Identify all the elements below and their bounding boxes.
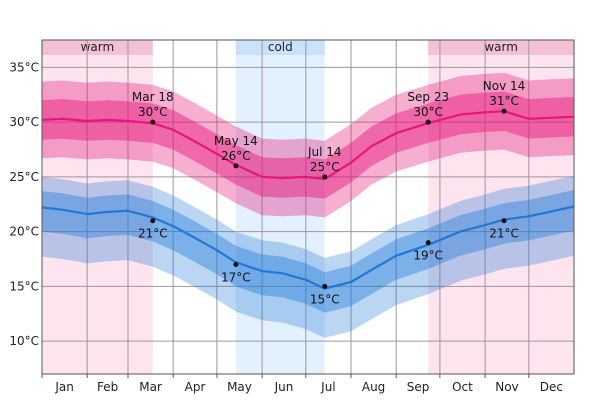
grid-lines xyxy=(42,40,574,374)
season-label: cold xyxy=(268,40,293,54)
x-tick-label: Jan xyxy=(54,380,74,394)
season-label: warm xyxy=(484,40,518,54)
plot-frame xyxy=(41,39,575,375)
series-line-high xyxy=(41,110,575,181)
annotation-point xyxy=(501,108,507,114)
x-tick-label: Feb xyxy=(97,380,118,394)
annotation-date-label: Mar 18 xyxy=(132,90,174,104)
annotation-date-label: Jul 14 xyxy=(307,145,342,159)
annotation-point xyxy=(322,283,328,289)
x-tick-label: Nov xyxy=(495,380,518,394)
series-line-low xyxy=(41,205,575,290)
annotation-point xyxy=(425,119,431,125)
season-label: warm xyxy=(81,40,115,54)
annotation-points xyxy=(150,108,507,289)
annotation-value-label: 21°C xyxy=(489,227,519,241)
annotation-point xyxy=(150,119,156,125)
y-tick-label: 15°C xyxy=(9,279,39,293)
y-axis: 10°C 15°C 20°C 25°C 30°C 35°C xyxy=(9,60,39,348)
annotation-date-label: Nov 14 xyxy=(483,79,526,93)
x-tick-label: Aug xyxy=(362,380,385,394)
y-tick-label: 35°C xyxy=(9,60,39,74)
band-high-0 xyxy=(42,72,574,218)
season-backgrounds xyxy=(42,40,574,374)
percentile-bands xyxy=(42,72,574,338)
annotation-point xyxy=(425,240,431,246)
y-tick-label: 25°C xyxy=(9,170,39,184)
x-tick-label: May xyxy=(227,380,252,394)
y-tick-label: 20°C xyxy=(9,225,39,239)
annotation-point xyxy=(233,163,239,169)
band-low-1 xyxy=(42,190,574,313)
season-band-warm xyxy=(42,40,153,374)
series-lines xyxy=(41,110,575,290)
annotation-point xyxy=(322,174,328,180)
x-tick-label: Apr xyxy=(185,380,206,394)
season-header-warm xyxy=(42,40,153,55)
x-tick-label: Jul xyxy=(320,380,335,394)
y-tick-label: 10°C xyxy=(9,334,39,348)
y-tick-label: 30°C xyxy=(9,115,39,129)
annotation-date-label: Sep 23 xyxy=(407,90,449,104)
x-tick-label: Oct xyxy=(452,380,473,394)
annotation-value-label: 21°C xyxy=(138,227,168,241)
annotation-value-label: 31°C xyxy=(489,94,519,108)
season-headers: warm cold warm xyxy=(42,40,574,55)
annotation-value-label: 25°C xyxy=(310,160,340,174)
x-tick-label: Mar xyxy=(139,380,162,394)
annotation-point xyxy=(501,218,507,224)
season-header-cold xyxy=(235,40,325,55)
season-band-warm xyxy=(428,40,574,374)
annotation-value-label: 15°C xyxy=(310,292,340,306)
annotation-value-label: 26°C xyxy=(221,149,251,163)
x-tick-label: Jun xyxy=(274,380,294,394)
annotation-date-label: May 14 xyxy=(214,134,258,148)
annotation-value-label: 19°C xyxy=(413,249,443,263)
x-axis: Jan Feb Mar Apr May Jun Jul Aug Sep Oct Nov Dec xyxy=(41,374,563,394)
season-header-warm xyxy=(428,40,574,55)
band-low-0 xyxy=(42,175,574,338)
annotation-value-label: 30°C xyxy=(138,105,168,119)
annotation-point xyxy=(233,261,239,267)
annotation-point xyxy=(150,218,156,224)
season-band-cold xyxy=(235,40,325,374)
annotation-value-label: 30°C xyxy=(413,105,443,119)
x-tick-label: Dec xyxy=(540,380,563,394)
band-high-1 xyxy=(42,91,574,199)
x-tick-label: Sep xyxy=(407,380,430,394)
annotation-value-label: 17°C xyxy=(221,270,251,284)
